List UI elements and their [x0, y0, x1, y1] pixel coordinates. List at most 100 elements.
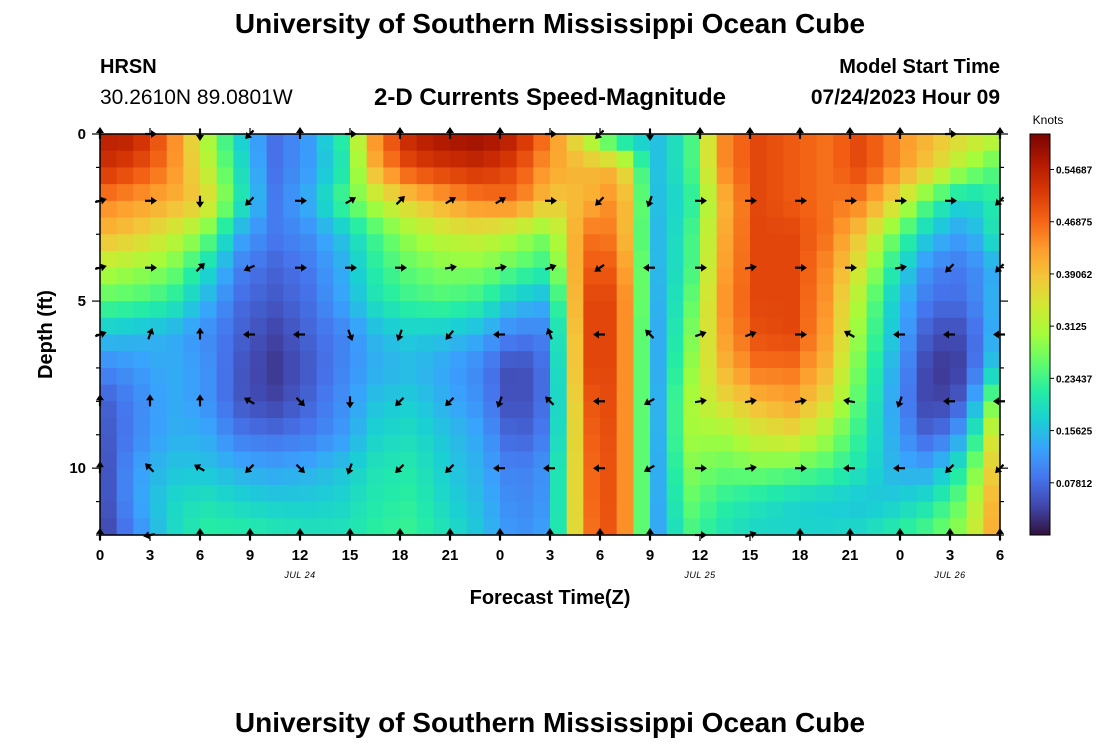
current-arrow: [445, 463, 455, 474]
heatmap-cell: [950, 184, 968, 202]
heatmap-cell: [700, 301, 718, 319]
heatmap-cell: [766, 501, 784, 519]
heatmap-cell: [966, 150, 984, 169]
y-tick-label: 0: [78, 126, 86, 143]
heatmap-cell: [283, 501, 301, 519]
current-arrow: [445, 329, 455, 340]
heatmap-cell: [133, 367, 151, 386]
heatmap-cell: [466, 150, 484, 169]
heatmap-cell: [433, 284, 451, 302]
heatmap-cell: [516, 184, 534, 202]
heatmap-cell: [633, 367, 651, 386]
heatmap-cell: [116, 484, 134, 503]
current-arrow: [445, 196, 457, 205]
heatmap-cell: [450, 234, 468, 252]
page-title: University of Southern Mississippi Ocean…: [234, 8, 866, 39]
heatmap-cell: [800, 134, 818, 152]
current-arrow: [193, 464, 205, 472]
heatmap-cell: [866, 267, 884, 285]
heatmap-cell: [883, 384, 901, 402]
heatmap-cell: [366, 217, 384, 235]
heatmap-cell: [833, 134, 851, 152]
heatmap-cell: [416, 501, 434, 519]
current-arrow: [643, 464, 655, 473]
heatmap-cell: [900, 134, 918, 152]
heatmap-cell: [650, 518, 668, 536]
heatmap-cell: [850, 401, 868, 419]
heatmap-cell: [900, 284, 918, 302]
heatmap-cell: [850, 284, 868, 302]
x-tick-label: 21: [442, 547, 459, 564]
heatmap-cell: [416, 367, 434, 386]
heatmap-cell: [633, 501, 651, 519]
heatmap-cell: [200, 434, 218, 453]
heatmap-cell: [250, 468, 268, 486]
heatmap-cell: [216, 217, 234, 235]
heatmap-cell: [266, 468, 284, 486]
current-arrow: [345, 463, 354, 475]
heatmap-cell: [716, 468, 734, 486]
heatmap-cell: [700, 468, 718, 486]
heatmap-cell: [650, 334, 668, 352]
heatmap-cell: [983, 418, 1001, 436]
heatmap-cell: [550, 167, 568, 185]
current-arrow: [795, 263, 807, 272]
x-tick-label: 21: [842, 547, 859, 564]
heatmap-cell: [816, 401, 834, 419]
current-arrow: [694, 330, 707, 338]
heatmap-cell: [533, 518, 551, 536]
heatmap-cell: [733, 200, 751, 219]
heatmap-cell: [516, 150, 534, 169]
heatmap-cell: [216, 468, 234, 486]
heatmap-cell: [983, 351, 1001, 369]
heatmap-cell: [416, 384, 434, 402]
heatmap-cell: [783, 518, 801, 536]
heatmap-cell: [550, 334, 568, 352]
heatmap-cell: [866, 234, 884, 252]
heatmap-cell: [683, 384, 701, 402]
heatmap-cell: [233, 351, 251, 369]
heatmap-cell: [633, 301, 651, 319]
current-arrow: [395, 329, 404, 342]
heatmap-cell: [700, 501, 718, 519]
heatmap-cell: [666, 401, 684, 419]
heatmap-cell: [100, 401, 118, 419]
heatmap-cell: [883, 418, 901, 436]
heatmap-cell: [866, 484, 884, 503]
heatmap-cell: [400, 267, 418, 285]
heatmap-cell: [150, 184, 168, 202]
heatmap-cell: [716, 501, 734, 519]
heatmap-cell: [400, 334, 418, 352]
heatmap-cell: [950, 351, 968, 369]
heatmap-cell: [566, 384, 584, 402]
heatmap-cell: [416, 351, 434, 369]
heatmap-cell: [600, 250, 618, 269]
heatmap-cell: [250, 150, 268, 169]
heatmap-cell: [733, 317, 751, 336]
heatmap-cell: [733, 367, 751, 386]
heatmap-cell: [550, 234, 568, 252]
heatmap-cell: [383, 384, 401, 402]
heatmap-cell: [316, 484, 334, 503]
current-arrow: [943, 330, 955, 339]
heatmap-cell: [200, 284, 218, 302]
current-arrow: [493, 330, 505, 339]
heatmap-cell: [650, 267, 668, 285]
heatmap-cell: [933, 501, 951, 519]
heatmap-cell: [850, 317, 868, 336]
heatmap-cell: [950, 284, 968, 302]
current-arrow: [694, 397, 707, 406]
heatmap-cell: [816, 468, 834, 486]
heatmap-cell: [216, 367, 234, 386]
heatmap-cell: [766, 150, 784, 169]
heatmap-cell: [150, 284, 168, 302]
heatmap-cell: [933, 317, 951, 336]
heatmap-cell: [250, 367, 268, 386]
heatmap-cell: [116, 401, 134, 419]
heatmap-cell: [333, 351, 351, 369]
heatmap-cell: [450, 418, 468, 436]
heatmap-cell: [233, 484, 251, 503]
heatmap-cell: [550, 317, 568, 336]
heatmap-cell: [783, 351, 801, 369]
heatmap-cell: [333, 134, 351, 152]
